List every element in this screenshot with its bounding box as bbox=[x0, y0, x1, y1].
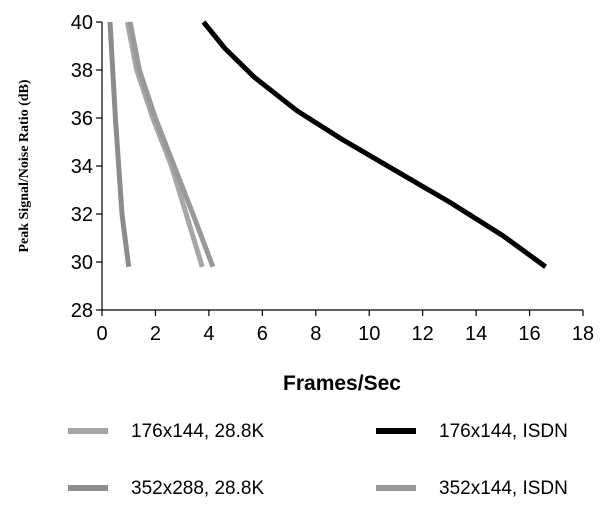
x-tick-label: 16 bbox=[518, 323, 540, 345]
x-tick-label: 18 bbox=[572, 323, 594, 345]
legend-item: 176x144, 28.8K bbox=[68, 421, 264, 442]
x-tick-label: 8 bbox=[310, 323, 321, 345]
x-tick-label: 14 bbox=[465, 323, 487, 345]
x-axis-label: Frames/Sec bbox=[283, 372, 401, 395]
y-tick-label: 34 bbox=[71, 156, 93, 178]
x-tick-label: 4 bbox=[203, 323, 214, 345]
axes: 28 30 32 34 36 38 40 0 2 4 6 8 10 12 14 16 18 bbox=[71, 12, 594, 345]
y-tick-label: 30 bbox=[71, 252, 93, 274]
x-tick-label: 6 bbox=[257, 323, 268, 345]
series-layer bbox=[107, 20, 548, 269]
x-tick-label: 2 bbox=[150, 323, 161, 345]
y-tick-label: 40 bbox=[71, 12, 93, 34]
y-axis-label: Peak Signal/Noise Ratio (dB) bbox=[17, 79, 32, 252]
x-tick-label: 10 bbox=[358, 323, 380, 345]
y-tick-label: 32 bbox=[71, 204, 93, 226]
legend-label: 352x144, ISDN bbox=[439, 478, 568, 499]
x-tick-label: 0 bbox=[96, 323, 107, 345]
legend-label: 176x144, ISDN bbox=[439, 421, 568, 442]
series-line-4 bbox=[127, 21, 216, 268]
y-tick-label: 28 bbox=[71, 300, 93, 322]
legend-item: 176x144, ISDN bbox=[376, 421, 568, 442]
y-tick-label: 36 bbox=[71, 108, 93, 130]
legend-item: 352x288, 28.8K bbox=[68, 478, 264, 499]
y-tick-label: 38 bbox=[71, 60, 93, 82]
legend: 176x144, 28.8K 176x144, ISDN 352x288, 28.8… bbox=[68, 421, 568, 499]
series-line-3 bbox=[107, 21, 132, 268]
x-tick-label: 12 bbox=[412, 323, 434, 345]
legend-item: 352x144, ISDN bbox=[376, 478, 568, 499]
legend-label: 176x144, 28.8K bbox=[131, 421, 264, 442]
series-line-2 bbox=[201, 20, 548, 269]
legend-label: 352x288, 28.8K bbox=[131, 478, 264, 499]
